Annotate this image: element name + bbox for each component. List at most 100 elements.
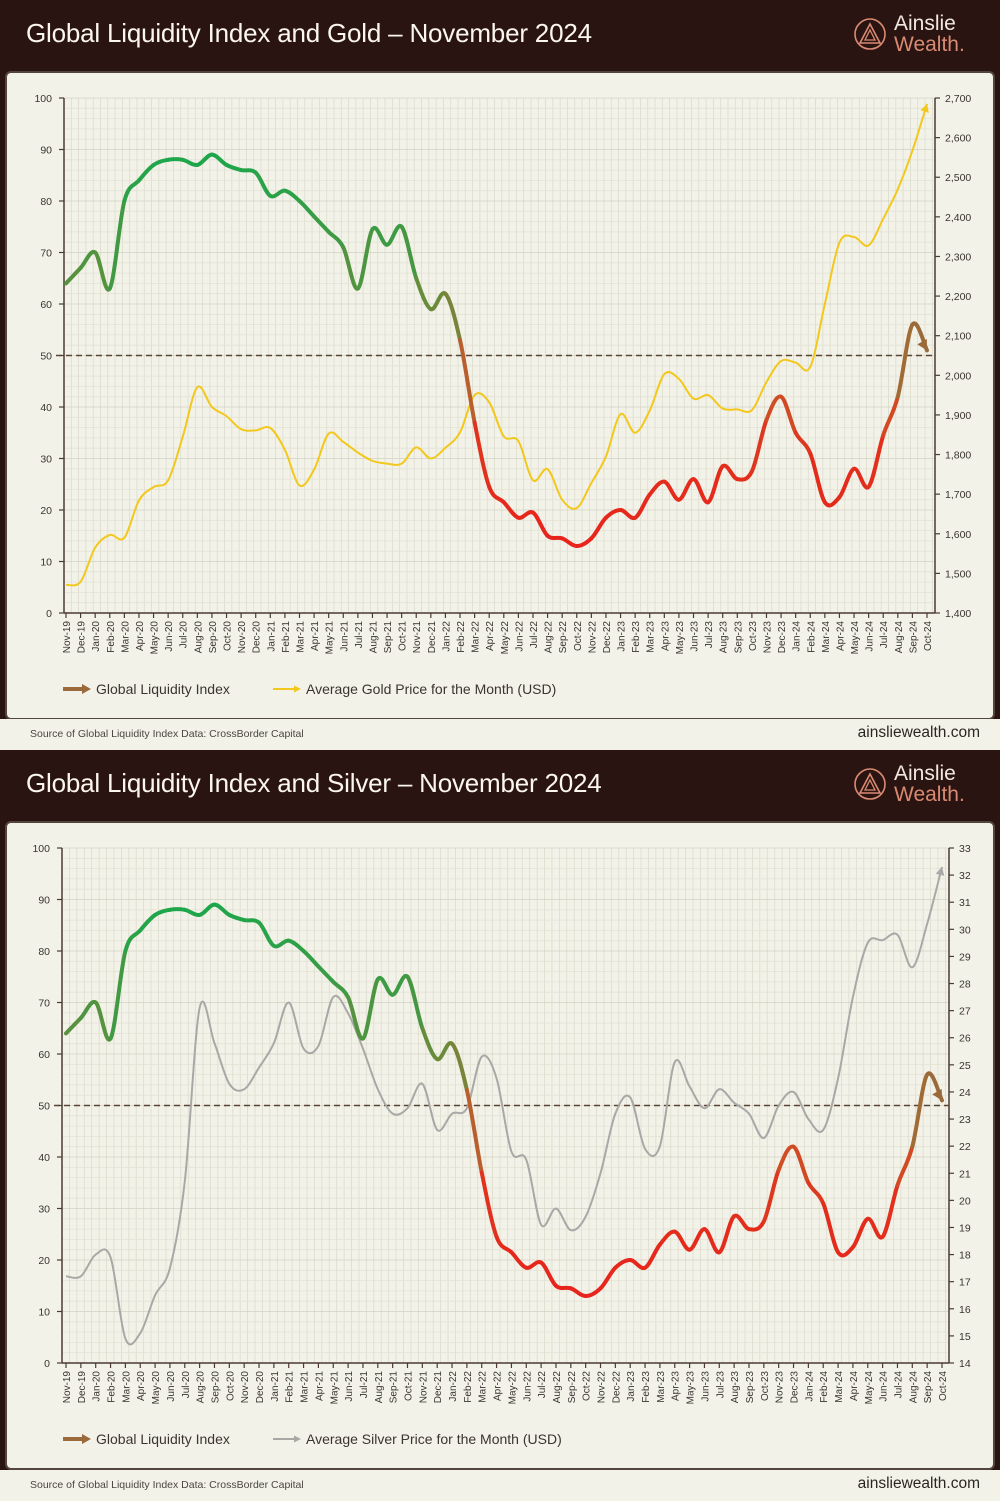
x-axis-tick-label: Jun-23 <box>700 1371 711 1402</box>
x-axis-tick-label: Jun-21 <box>344 1371 355 1402</box>
gli-line-segment <box>553 1283 573 1291</box>
gold-header: Global Liquidity Index and Gold – Novemb… <box>0 0 1000 70</box>
x-axis-tick-label: Sep-22 <box>558 621 569 654</box>
x-axis-tick-label: Oct-23 <box>748 621 759 651</box>
gli-line-segment <box>717 1214 737 1255</box>
x-axis-tick-label: May-23 <box>675 621 686 655</box>
x-axis-tick-label: Oct-21 <box>398 621 409 651</box>
right-axis-tick-label: 19 <box>959 1222 971 1234</box>
x-axis-tick-label: Jan-21 <box>270 1371 281 1402</box>
x-axis-tick-label: Apr-24 <box>849 1371 860 1401</box>
gli-line-segment <box>64 1015 83 1036</box>
silver-legend-arrow-icon <box>273 1435 301 1443</box>
gold-arrowhead-icon <box>920 103 929 113</box>
left-axis-tick-label: 40 <box>40 402 52 414</box>
x-axis-tick-label: Sep-20 <box>208 621 219 654</box>
x-axis-tick-label: Jul-21 <box>359 1371 370 1399</box>
gli-line-segment <box>895 1144 915 1188</box>
x-axis-tick-label: Dec-23 <box>777 621 788 654</box>
right-axis-tick-label: 33 <box>959 843 971 855</box>
legend-label: Global Liquidity Index <box>96 1431 230 1447</box>
gli-line-segment <box>598 1265 618 1291</box>
x-axis-tick-label: Nov-23 <box>775 1371 786 1404</box>
gli-line-segment <box>793 430 813 456</box>
x-axis-tick-label: Nov-22 <box>597 1371 608 1404</box>
legend-item-silver: Average Silver Price for the Month (USD) <box>272 1431 562 1447</box>
x-axis-tick-label: May-20 <box>150 621 161 655</box>
right-axis-tick-label: 15 <box>959 1331 971 1343</box>
right-axis-tick-label: 1,500 <box>945 568 971 580</box>
brand-logo: Ainslie Wealth. <box>852 762 982 808</box>
right-axis-tick-label: 2,700 <box>945 93 971 105</box>
brand-name-line2: Wealth. <box>894 33 965 56</box>
silver-header: Global Liquidity Index and Silver – Nove… <box>0 750 1000 820</box>
gli-line-segment <box>895 322 915 399</box>
x-axis-tick-label: Apr-20 <box>135 621 146 651</box>
right-axis-tick-label: 1,600 <box>945 529 971 541</box>
gli-line-segment <box>239 168 258 175</box>
gli-line-segment <box>735 469 754 482</box>
x-axis-tick-label: Feb-23 <box>631 621 642 653</box>
x-axis-tick-label: Oct-24 <box>938 1371 949 1401</box>
x-axis-tick-label: Feb-23 <box>641 1371 652 1403</box>
x-axis-tick-label: Aug-24 <box>894 621 905 654</box>
gli-line-segment <box>316 964 336 984</box>
x-axis-tick-label: Dec-19 <box>77 621 88 654</box>
chart-title: Global Liquidity Index and Gold – Novemb… <box>26 18 592 48</box>
gli-line-segment <box>910 1072 930 1149</box>
right-axis-tick-label: 23 <box>959 1114 971 1126</box>
website-link[interactable]: ainsliewealth.com <box>857 1475 980 1492</box>
legend-label: Average Gold Price for the Month (USD) <box>306 681 557 697</box>
x-axis-tick-label: Jul-20 <box>181 1371 192 1399</box>
gli-line-segment <box>286 938 306 953</box>
legend-label: Average Silver Price for the Month (USD) <box>306 1431 562 1447</box>
gold-price-line <box>65 103 928 587</box>
left-axis-tick-label: 50 <box>38 1101 50 1113</box>
x-axis-tick-label: Aug-23 <box>719 621 730 654</box>
x-axis-tick-label: Jul-21 <box>354 621 365 649</box>
x-axis-tick-label: Dec-21 <box>427 621 438 654</box>
gli-line-segment <box>706 464 725 505</box>
gli-legend-arrow-icon <box>63 1434 91 1444</box>
x-axis-tick-label: Dec-23 <box>790 1371 801 1404</box>
right-axis-tick-label: 14 <box>959 1358 971 1370</box>
gli-line-segment <box>355 227 375 291</box>
gli-line-segment <box>633 492 652 520</box>
gli-line-segment <box>880 1183 900 1239</box>
website-link[interactable]: ainsliewealth.com <box>857 724 980 741</box>
x-axis-tick-label: Nov-21 <box>418 1371 429 1404</box>
gli-line-segment <box>524 1260 544 1270</box>
x-axis-tick-label: Jan-24 <box>792 621 803 652</box>
x-axis-tick-label: Jan-20 <box>92 1371 103 1402</box>
gli-line-segment <box>749 417 769 474</box>
gli-line-segment <box>450 1041 469 1093</box>
right-axis-tick-label: 1,400 <box>945 608 971 620</box>
x-axis-tick-label: Jul-24 <box>879 621 890 649</box>
x-axis-tick-label: Feb-24 <box>806 621 817 653</box>
x-axis-tick-label: Jul-20 <box>179 621 190 649</box>
gold-footer: Source of Global Liquidity Index Data: C… <box>0 719 1000 750</box>
gli-line-segment <box>613 1258 633 1270</box>
gli-line-segment <box>657 1229 677 1247</box>
x-axis-tick-label: Mar-24 <box>821 621 832 653</box>
source-note: Source of Global Liquidity Index Data: C… <box>30 1479 304 1491</box>
brand-logo: Ainslie Wealth. <box>852 12 982 58</box>
right-axis-tick-label: 2,100 <box>945 331 971 343</box>
x-axis-tick-label: Jun-24 <box>879 1371 890 1402</box>
source-note: Source of Global Liquidity Index Data: C… <box>30 728 304 740</box>
x-axis-tick-label: Sep-23 <box>745 1371 756 1404</box>
ainslie-logo-icon <box>854 18 886 50</box>
x-axis-tick-label: Jan-20 <box>91 621 102 652</box>
x-axis-tick-label: Dec-20 <box>252 621 263 654</box>
x-axis-tick-label: Sep-21 <box>389 1371 400 1404</box>
gli-line-segment <box>138 912 158 933</box>
right-axis-tick-label: 21 <box>959 1168 971 1180</box>
x-axis-tick-label: Aug-21 <box>374 1371 385 1404</box>
right-axis-tick-label: 2,500 <box>945 172 971 184</box>
silver-arrowhead-icon <box>935 866 945 876</box>
right-axis-tick-label: 17 <box>959 1277 971 1289</box>
gli-line-segment <box>643 1242 662 1270</box>
chart-title: Global Liquidity Index and Silver – Nove… <box>26 768 602 798</box>
x-axis-tick-label: Mar-20 <box>120 621 131 653</box>
gli-line-segment <box>242 918 262 925</box>
